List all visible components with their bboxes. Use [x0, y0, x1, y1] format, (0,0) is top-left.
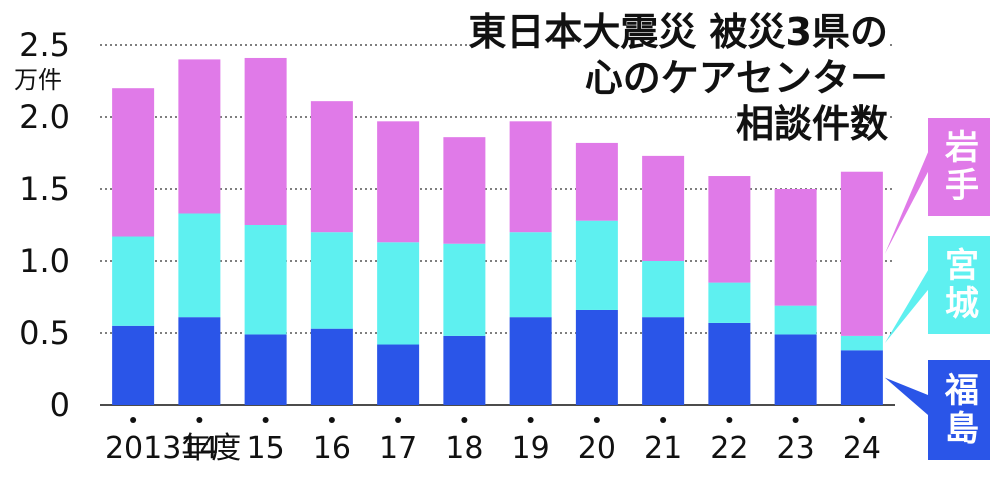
x-tick-label: 20 — [578, 431, 616, 466]
x-tick-dot — [660, 417, 667, 423]
bar-segment-miyagi — [840, 335, 883, 351]
bar-segment-fukushima — [509, 317, 552, 405]
legend-fukushima: 福島 — [928, 360, 990, 460]
chart-title-line-2: 心のケアセンター — [584, 56, 888, 100]
gridlines — [100, 44, 895, 406]
bar-segment-iwate — [509, 121, 552, 233]
y-axis: 0 0.5 1.0 1.5 2.0 2.5 — [19, 26, 70, 424]
bar-segment-iwate — [840, 171, 883, 336]
x-tick-dot — [196, 417, 203, 423]
bar-segment-iwate — [708, 176, 751, 283]
bar-segment-miyagi — [112, 236, 155, 326]
x-tick-dot — [395, 417, 402, 423]
bar-segment-iwate — [642, 155, 685, 261]
bar-segment-fukushima — [774, 334, 817, 405]
bar-segment-fukushima — [575, 309, 618, 405]
x-tick-dot — [858, 417, 865, 423]
bar-segment-fukushima — [244, 334, 287, 405]
bar-segment-miyagi — [575, 220, 618, 310]
x-tick-label: 18 — [445, 431, 483, 466]
x-tick-label: 14 — [180, 431, 218, 466]
bar-segment-iwate — [178, 59, 221, 214]
legend-miyagi: 宮城 — [928, 236, 990, 334]
bar-segment-fukushima — [178, 317, 221, 405]
x-tick-label: 23 — [777, 431, 815, 466]
x-tick-label: 19 — [512, 431, 550, 466]
x-tick-label: 16 — [313, 431, 351, 466]
bar-segment-miyagi — [377, 242, 420, 345]
y-tick-label: 1.0 — [19, 242, 70, 280]
bar-segment-iwate — [774, 189, 817, 306]
x-tick-label: 17 — [379, 431, 417, 466]
x-tick-label: 24 — [843, 431, 881, 466]
legend-leaders — [884, 152, 928, 415]
legend-iwate: 岩手 — [928, 118, 990, 216]
x-tick-dot — [726, 417, 733, 423]
bars — [112, 57, 883, 405]
bar-segment-miyagi — [774, 305, 817, 335]
x-tick-dot — [262, 417, 269, 423]
x-tick-dot — [461, 417, 468, 423]
y-tick-label: 1.5 — [19, 170, 70, 208]
x-tick-dot — [792, 417, 799, 423]
bar-segment-fukushima — [310, 328, 353, 405]
y-tick-label: 0 — [50, 386, 70, 424]
x-tick-label: 22 — [710, 431, 748, 466]
bar-segment-fukushima — [708, 322, 751, 405]
x-tick-dot — [593, 417, 600, 423]
leader-iwate — [884, 152, 928, 254]
bar-segment-miyagi — [244, 225, 287, 335]
bar-segment-iwate — [377, 121, 420, 243]
bar-segment-iwate — [443, 137, 486, 244]
bar-segment-iwate — [310, 101, 353, 233]
bar-segment-fukushima — [377, 344, 420, 405]
chart-title-line-1: 東日本大震災 被災3県の — [468, 10, 888, 54]
bar-segment-fukushima — [443, 335, 486, 405]
y-tick-label: 2.0 — [19, 98, 70, 136]
bar-segment-iwate — [244, 57, 287, 226]
bar-segment-miyagi — [443, 243, 486, 336]
bar-segment-miyagi — [178, 213, 221, 318]
leader-fukushima — [884, 377, 928, 415]
x-tick-dot — [130, 417, 137, 423]
bar-segment-miyagi — [708, 282, 751, 323]
bar-segment-fukushima — [642, 317, 685, 405]
x-tick-dot — [527, 417, 534, 423]
y-tick-label: 0.5 — [19, 314, 70, 352]
chart-title-line-3: 相談件数 — [735, 102, 888, 146]
bar-segment-miyagi — [509, 232, 552, 318]
bar-segment-iwate — [575, 142, 618, 221]
bar-segment-fukushima — [112, 325, 155, 405]
x-tick-label: 15 — [247, 431, 285, 466]
bar-segment-miyagi — [642, 261, 685, 318]
unit-label: 万件 — [14, 66, 62, 94]
x-tick-label: 21 — [644, 431, 682, 466]
y-tick-label: 2.5 — [19, 26, 70, 64]
x-tick-label: 2013年度 — [105, 431, 241, 466]
x-tick-dot — [328, 417, 335, 423]
bar-segment-iwate — [112, 88, 155, 237]
leader-miyagi — [884, 270, 928, 344]
bar-segment-miyagi — [310, 232, 353, 329]
bar-segment-fukushima — [840, 350, 883, 405]
